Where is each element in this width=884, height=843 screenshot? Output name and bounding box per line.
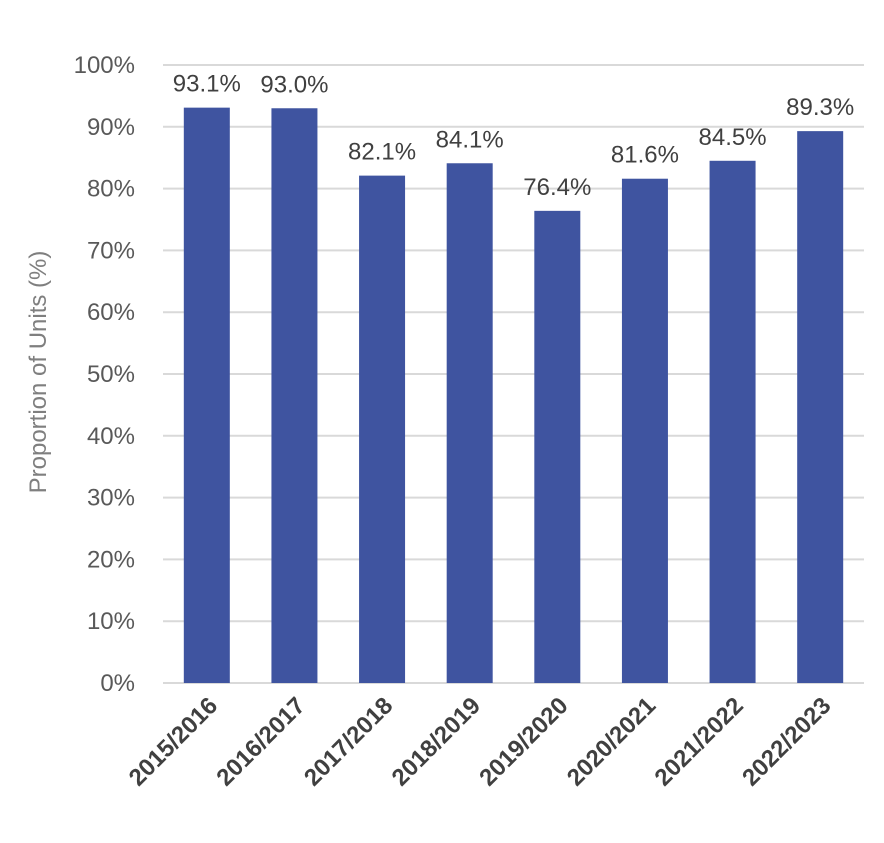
gridlines xyxy=(163,64,864,684)
y-tick-label: 60% xyxy=(87,299,135,326)
y-tick-label: 50% xyxy=(87,361,135,388)
y-tick-label: 10% xyxy=(87,608,135,635)
x-axis-ticks: 2015/20162016/20172017/20182018/20192019… xyxy=(124,692,837,791)
y-tick-label: 0% xyxy=(100,670,135,697)
bars xyxy=(183,107,844,684)
x-tick-label: 2022/2023 xyxy=(737,692,836,791)
data-label: 76.4% xyxy=(523,174,591,201)
data-label: 81.6% xyxy=(611,142,679,169)
y-tick-label: 30% xyxy=(87,485,135,512)
x-tick-label: 2015/2016 xyxy=(124,692,223,791)
x-tick-label: 2021/2022 xyxy=(649,692,748,791)
data-label: 84.5% xyxy=(699,124,767,151)
bar xyxy=(709,160,756,684)
y-tick-label: 100% xyxy=(74,52,135,79)
y-tick-label: 80% xyxy=(87,176,135,203)
y-axis-title: Proportion of Units (%) xyxy=(25,251,52,494)
bar xyxy=(621,178,668,683)
x-tick-label: 2020/2021 xyxy=(562,692,661,791)
data-label: 82.1% xyxy=(348,139,416,166)
bar xyxy=(797,131,844,684)
bar xyxy=(271,108,318,683)
bar xyxy=(446,163,493,684)
data-label: 93.0% xyxy=(260,71,328,98)
y-tick-label: 90% xyxy=(87,114,135,141)
data-label: 89.3% xyxy=(786,94,854,121)
data-label: 84.1% xyxy=(436,126,504,153)
bar xyxy=(359,175,406,683)
x-tick-label: 2016/2017 xyxy=(211,692,310,791)
x-tick-label: 2019/2020 xyxy=(474,692,573,791)
bar xyxy=(183,107,230,684)
data-labels: 93.1% 93.0% 82.1% 84.1% 76.4% 81.6% 84.5% 89.3% xyxy=(173,71,854,201)
x-tick-label: 2018/2019 xyxy=(387,692,486,791)
y-axis-ticks: 0% 10% 20% 30% 40% 50% 60% 70% 80% 90% 100% xyxy=(74,52,135,697)
x-tick-label: 2017/2018 xyxy=(299,692,398,791)
y-tick-label: 40% xyxy=(87,423,135,450)
bar xyxy=(534,210,581,683)
y-tick-label: 20% xyxy=(87,546,135,573)
data-label: 93.1% xyxy=(173,71,241,98)
y-tick-label: 70% xyxy=(87,237,135,264)
